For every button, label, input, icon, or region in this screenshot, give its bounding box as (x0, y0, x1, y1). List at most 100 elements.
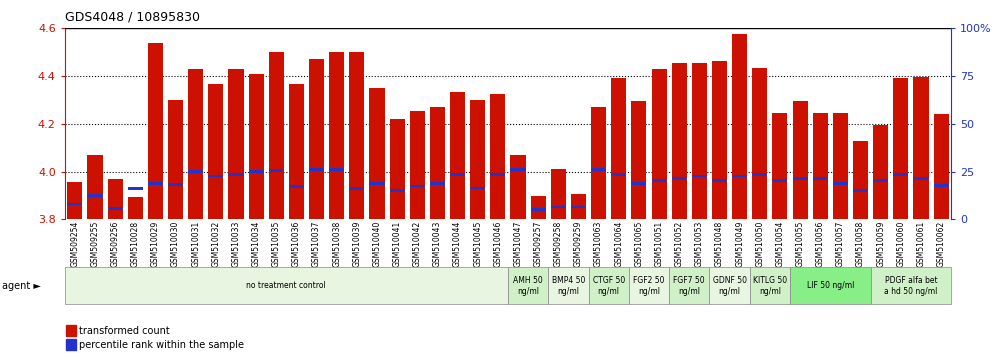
Bar (409, 111, 425, 219)
Bar (750, 267, 790, 304)
Bar (551, 206, 566, 209)
Bar (671, 177, 687, 180)
Bar (108, 179, 123, 219)
Bar (228, 173, 244, 176)
Bar (168, 183, 183, 185)
Bar (913, 177, 928, 180)
Bar (571, 206, 586, 209)
Bar (508, 267, 548, 304)
Bar (309, 59, 324, 219)
Text: FGF2 50
ng/ml: FGF2 50 ng/ml (633, 276, 664, 296)
Bar (692, 175, 707, 177)
Bar (66, 325, 76, 336)
Bar (752, 68, 767, 219)
Bar (709, 267, 750, 304)
Text: LIF 50 ng/ml: LIF 50 ng/ml (807, 281, 854, 290)
Bar (873, 125, 888, 219)
Bar (631, 182, 646, 185)
Bar (228, 69, 244, 219)
Bar (450, 92, 465, 219)
Bar (853, 141, 869, 219)
Bar (591, 168, 607, 171)
Bar (813, 113, 828, 219)
Bar (712, 61, 727, 219)
Bar (732, 34, 747, 219)
Bar (370, 182, 384, 185)
Bar (671, 63, 687, 219)
Bar (370, 88, 384, 219)
Bar (68, 202, 83, 205)
Text: AMH 50
ng/ml: AMH 50 ng/ml (513, 276, 543, 296)
Bar (873, 179, 888, 182)
Bar (933, 114, 948, 219)
Text: KITLG 50
ng/ml: KITLG 50 ng/ml (753, 276, 787, 296)
Bar (269, 169, 284, 172)
Bar (531, 208, 546, 211)
Text: CTGF 50
ng/ml: CTGF 50 ng/ml (593, 276, 624, 296)
Bar (66, 339, 76, 350)
Bar (833, 182, 848, 184)
Bar (793, 101, 808, 219)
Bar (127, 197, 142, 219)
Bar (249, 74, 264, 219)
Text: GDNF 50
ng/ml: GDNF 50 ng/ml (712, 276, 747, 296)
Bar (188, 69, 203, 219)
Bar (669, 267, 709, 304)
Bar (490, 173, 505, 176)
Text: agent ►: agent ► (2, 281, 41, 291)
Bar (108, 207, 123, 210)
Bar (551, 169, 566, 219)
Bar (350, 187, 365, 190)
Bar (833, 113, 848, 219)
Bar (289, 85, 304, 219)
Bar (490, 94, 505, 219)
Bar (913, 77, 928, 219)
Bar (893, 173, 908, 176)
Bar (752, 173, 767, 176)
Bar (793, 177, 808, 180)
Text: PDGF alfa bet
a hd 50 ng/ml: PDGF alfa bet a hd 50 ng/ml (884, 276, 937, 296)
Bar (329, 168, 345, 171)
Bar (269, 52, 284, 219)
Text: FGF7 50
ng/ml: FGF7 50 ng/ml (673, 276, 705, 296)
Bar (591, 107, 607, 219)
Bar (813, 177, 828, 180)
Bar (712, 179, 727, 182)
Bar (548, 267, 589, 304)
Text: BMP4 50
ng/ml: BMP4 50 ng/ml (552, 276, 585, 296)
Bar (871, 267, 951, 304)
Bar (168, 100, 183, 219)
Text: GDS4048 / 10895830: GDS4048 / 10895830 (65, 11, 200, 24)
Bar (790, 267, 871, 304)
Bar (589, 267, 628, 304)
Bar (772, 113, 788, 219)
Text: no treatment control: no treatment control (246, 281, 327, 290)
Bar (631, 101, 646, 219)
Bar (389, 119, 404, 219)
Bar (127, 187, 142, 190)
Bar (470, 187, 485, 189)
Bar (147, 182, 163, 185)
Bar (329, 52, 345, 219)
Bar (289, 185, 304, 188)
Bar (65, 267, 508, 304)
Bar (893, 79, 908, 219)
Bar (933, 184, 948, 187)
Bar (732, 175, 747, 177)
Bar (612, 79, 626, 219)
Bar (470, 100, 485, 219)
Bar (692, 63, 707, 219)
Bar (853, 189, 869, 192)
Text: transformed count: transformed count (79, 326, 169, 336)
Bar (511, 155, 526, 219)
Bar (772, 179, 788, 182)
Bar (208, 85, 223, 219)
Bar (88, 194, 103, 197)
Bar (430, 107, 445, 219)
Bar (571, 194, 586, 219)
Bar (651, 69, 666, 219)
Bar (450, 173, 465, 176)
Bar (628, 267, 669, 304)
Bar (511, 168, 526, 171)
Bar (531, 195, 546, 219)
